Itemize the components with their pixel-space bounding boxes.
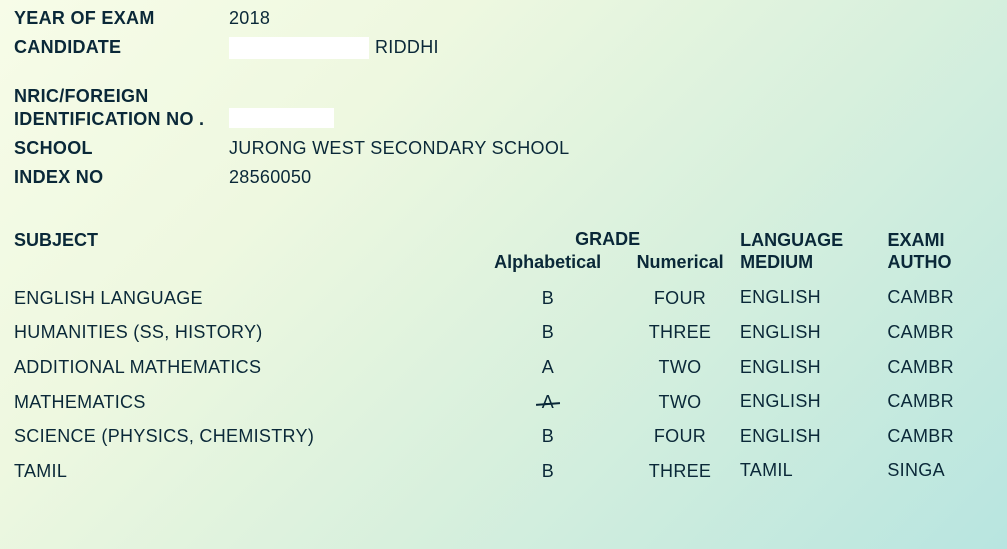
- index-row: INDEX NO 28560050: [14, 167, 1007, 188]
- cell-subject: MATHEMATICS: [14, 392, 476, 413]
- index-value: 28560050: [229, 167, 312, 188]
- cell-subject: TAMIL: [14, 461, 476, 482]
- cell-grade-numerical: FOUR: [620, 426, 740, 447]
- cell-authority: CAMBR: [887, 357, 1007, 379]
- table-row: ENGLISH LANGUAGEBFOURENGLISHCAMBR: [14, 287, 1007, 309]
- cell-grade-alpha: B: [476, 322, 621, 343]
- year-row: YEAR OF EXAM 2018: [14, 8, 1007, 29]
- header-auth-line2: AUTHO: [887, 252, 1007, 274]
- cell-language: ENGLISH: [740, 426, 888, 448]
- school-value: JURONG WEST SECONDARY SCHOOL: [229, 138, 569, 159]
- cell-language: ENGLISH: [740, 322, 888, 344]
- cell-subject: SCIENCE (PHYSICS, CHEMISTRY): [14, 426, 476, 447]
- exam-result-document: YEAR OF EXAM 2018 CANDIDATE RIDDHI NRIC/…: [0, 0, 1007, 482]
- cell-grade-alpha: B: [476, 426, 621, 447]
- cell-authority: CAMBR: [887, 391, 1007, 413]
- index-label: INDEX NO: [14, 167, 229, 188]
- id-label-line1: NRIC/FOREIGN: [14, 85, 229, 108]
- table-row: MATHEMATICSATWOENGLISHCAMBR: [14, 391, 1007, 413]
- header-authority: EXAMI AUTHO: [887, 226, 1007, 273]
- cell-language: ENGLISH: [740, 287, 888, 309]
- header-language: LANGUAGE MEDIUM: [740, 226, 887, 273]
- cell-grade-numerical: TWO: [620, 357, 740, 378]
- school-row: SCHOOL JURONG WEST SECONDARY SCHOOL: [14, 138, 1007, 159]
- candidate-value: RIDDHI: [229, 37, 439, 59]
- year-label: YEAR OF EXAM: [14, 8, 229, 29]
- header-grade: GRADE: [475, 229, 740, 250]
- cell-grade-alpha: A: [476, 392, 621, 413]
- header-lang-line2: MEDIUM: [740, 252, 887, 274]
- cell-grade-alpha: A: [476, 357, 621, 378]
- id-label-line2: IDENTIFICATION NO .: [14, 108, 229, 131]
- header-grade-group: GRADE Alphabetical Numerical: [475, 229, 740, 273]
- cell-authority: SINGA: [887, 460, 1007, 482]
- cell-grade-alpha: B: [476, 288, 621, 309]
- cell-grade-numerical: THREE: [620, 461, 740, 482]
- cell-authority: CAMBR: [887, 426, 1007, 448]
- cell-authority: CAMBR: [887, 322, 1007, 344]
- cell-grade-alpha: B: [476, 461, 621, 482]
- header-subject: SUBJECT: [14, 226, 475, 251]
- cell-grade-numerical: THREE: [620, 322, 740, 343]
- cell-language: ENGLISH: [740, 391, 888, 413]
- results-table-body: ENGLISH LANGUAGEBFOURENGLISHCAMBRHUMANIT…: [14, 287, 1007, 482]
- candidate-label: CANDIDATE: [14, 37, 229, 59]
- school-label: SCHOOL: [14, 138, 229, 159]
- cell-language: TAMIL: [740, 460, 888, 482]
- cell-subject: ENGLISH LANGUAGE: [14, 288, 476, 309]
- id-value: [229, 107, 334, 130]
- results-table-header: SUBJECT GRADE Alphabetical Numerical LAN…: [14, 226, 1007, 273]
- cell-subject: ADDITIONAL MATHEMATICS: [14, 357, 476, 378]
- header-alpha: Alphabetical: [475, 252, 620, 273]
- header-auth-line1: EXAMI: [887, 230, 1007, 252]
- cell-authority: CAMBR: [887, 287, 1007, 309]
- table-row: HUMANITIES (SS, HISTORY)BTHREEENGLISHCAM…: [14, 322, 1007, 344]
- id-row: NRIC/FOREIGN IDENTIFICATION NO .: [14, 85, 1007, 130]
- redacted-block: [229, 108, 334, 128]
- cell-language: ENGLISH: [740, 357, 888, 379]
- header-lang-line1: LANGUAGE: [740, 230, 887, 252]
- header-numerical: Numerical: [620, 252, 740, 273]
- candidate-name-suffix: RIDDHI: [375, 37, 439, 57]
- table-row: TAMILBTHREETAMILSINGA: [14, 460, 1007, 482]
- cell-grade-numerical: FOUR: [620, 288, 740, 309]
- candidate-row: CANDIDATE RIDDHI: [14, 37, 1007, 59]
- redacted-block: [229, 37, 369, 59]
- id-label: NRIC/FOREIGN IDENTIFICATION NO .: [14, 85, 229, 130]
- cell-subject: HUMANITIES (SS, HISTORY): [14, 322, 476, 343]
- table-row: ADDITIONAL MATHEMATICSATWOENGLISHCAMBR: [14, 357, 1007, 379]
- table-row: SCIENCE (PHYSICS, CHEMISTRY)BFOURENGLISH…: [14, 426, 1007, 448]
- cell-grade-numerical: TWO: [620, 392, 740, 413]
- year-value: 2018: [229, 8, 270, 29]
